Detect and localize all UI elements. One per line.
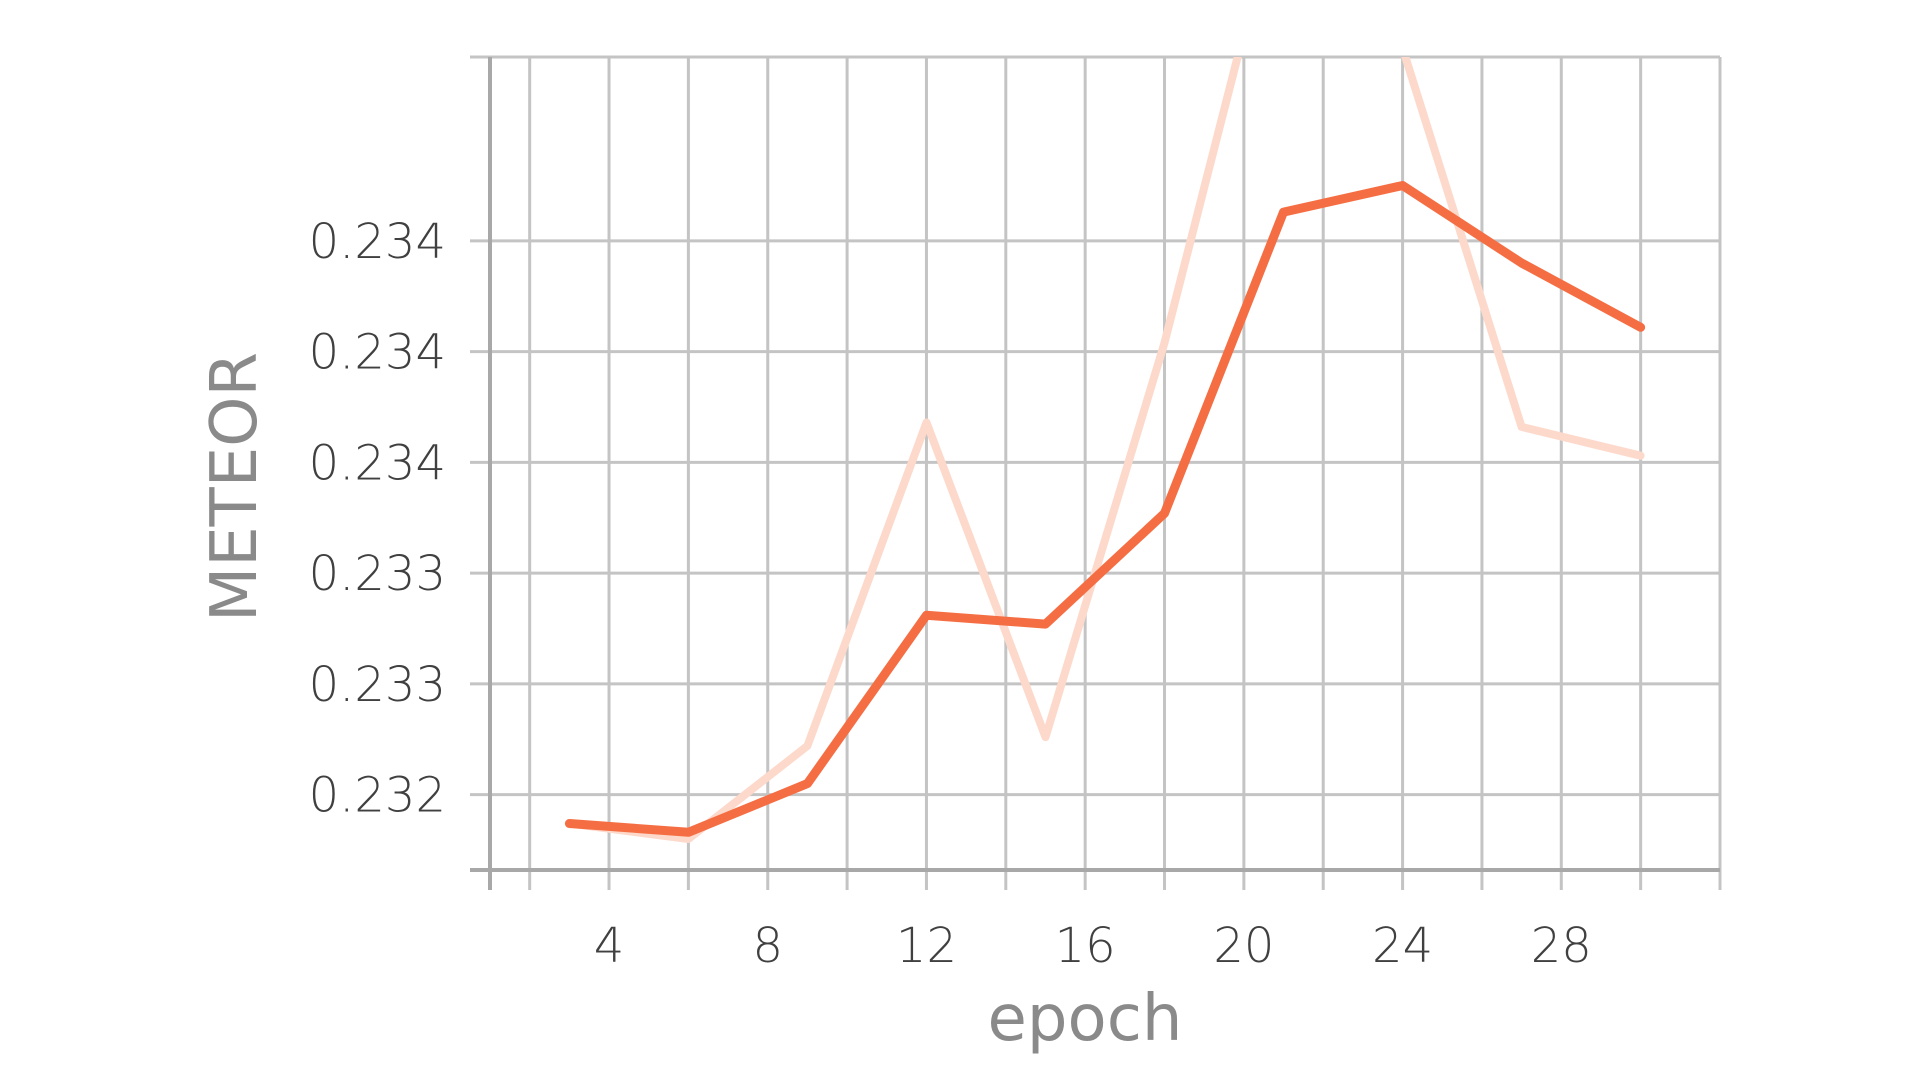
series-group xyxy=(564,57,1646,843)
y-tick-label: 0.233 xyxy=(309,657,446,713)
y-tick-label: 0.234 xyxy=(309,435,446,491)
x-tick-label: 24 xyxy=(1372,918,1433,974)
y-tick-label: 0.234 xyxy=(309,214,446,270)
series-line-raw xyxy=(565,57,1645,843)
y-axis-title: METEOR xyxy=(198,352,272,622)
x-tick-label: 16 xyxy=(1055,918,1116,974)
x-tick-label: 28 xyxy=(1531,918,1592,974)
x-axis-ticks: 4 8 12 16 20 24 28 xyxy=(594,918,1592,974)
y-tick-label: 0.234 xyxy=(309,325,446,381)
x-tick-label: 20 xyxy=(1213,918,1274,974)
x-axis-title: epoch xyxy=(988,982,1183,1056)
plot-frame xyxy=(470,55,1722,890)
y-tick-label: 0.233 xyxy=(309,546,446,602)
grid xyxy=(470,57,1720,890)
x-tick-label: 8 xyxy=(752,918,783,974)
y-tick-label: 0.232 xyxy=(309,768,446,824)
series-line-smoothed xyxy=(564,181,1646,837)
x-tick-label: 12 xyxy=(896,918,957,974)
x-tick-label: 4 xyxy=(594,918,625,974)
y-axis-ticks: 0.232 0.233 0.233 0.234 0.234 0.234 xyxy=(309,214,446,824)
